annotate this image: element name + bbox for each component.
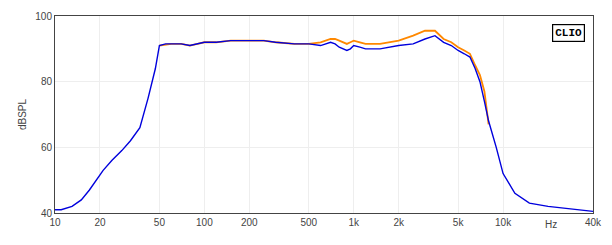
- svg-text:1k: 1k: [348, 217, 360, 228]
- svg-text:200: 200: [241, 217, 258, 228]
- svg-text:Hz: Hz: [545, 219, 557, 230]
- svg-text:20: 20: [94, 217, 106, 228]
- svg-text:5k: 5k: [453, 217, 465, 228]
- svg-text:10k: 10k: [495, 217, 512, 228]
- svg-text:40k: 40k: [585, 217, 602, 228]
- svg-text:500: 500: [300, 217, 317, 228]
- svg-text:50: 50: [154, 217, 166, 228]
- svg-text:80: 80: [41, 76, 53, 87]
- svg-text:CLIO: CLIO: [555, 27, 582, 39]
- svg-text:dBSPL: dBSPL: [17, 98, 28, 130]
- svg-text:100: 100: [196, 217, 213, 228]
- svg-text:40: 40: [41, 208, 53, 219]
- svg-text:2k: 2k: [393, 217, 405, 228]
- svg-text:100: 100: [35, 11, 52, 22]
- svg-text:10: 10: [49, 217, 61, 228]
- svg-text:60: 60: [41, 142, 53, 153]
